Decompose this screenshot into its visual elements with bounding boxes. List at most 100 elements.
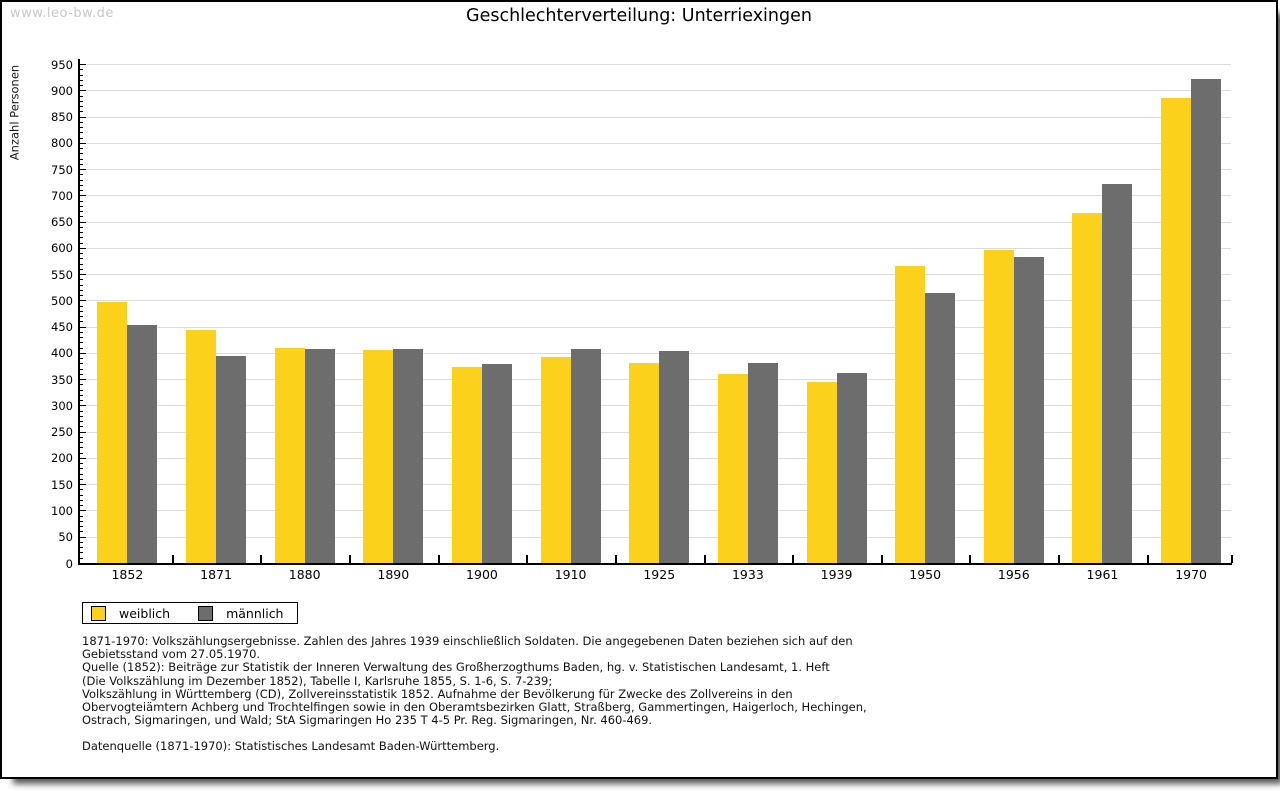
y-minor-tick bbox=[79, 358, 83, 360]
y-major-tick bbox=[79, 352, 86, 354]
y-minor-tick bbox=[79, 69, 83, 71]
y-major-tick bbox=[79, 90, 86, 92]
y-minor-tick bbox=[79, 85, 83, 86]
y-axis-line bbox=[78, 59, 80, 565]
bar-weiblich-1871 bbox=[186, 330, 217, 563]
bar-männlich-1925 bbox=[659, 350, 690, 563]
gridline bbox=[79, 247, 1231, 249]
y-tick-label: 200 bbox=[51, 451, 73, 466]
gridline bbox=[79, 90, 1231, 92]
y-minor-tick bbox=[79, 226, 83, 228]
x-tick bbox=[260, 555, 263, 563]
x-tick-label: 1939 bbox=[820, 567, 853, 582]
gridline bbox=[79, 300, 1231, 302]
y-major-tick bbox=[79, 169, 86, 171]
y-minor-tick bbox=[79, 321, 83, 323]
legend-swatch-weiblich bbox=[91, 605, 106, 621]
bar-weiblich-1939 bbox=[806, 382, 837, 563]
y-major-tick bbox=[79, 221, 86, 223]
y-minor-tick bbox=[79, 547, 83, 549]
y-minor-tick bbox=[79, 200, 83, 202]
y-minor-tick bbox=[79, 436, 83, 438]
x-tick-label: 1970 bbox=[1175, 567, 1207, 582]
y-minor-tick bbox=[79, 211, 83, 213]
y-minor-tick bbox=[79, 205, 83, 207]
y-major-tick bbox=[79, 484, 86, 486]
footnote-line: (Die Volkszählung im Dezember 1852), Tab… bbox=[82, 673, 553, 688]
y-minor-tick bbox=[79, 279, 83, 281]
y-minor-tick bbox=[79, 384, 83, 386]
y-minor-tick bbox=[79, 557, 83, 559]
footnote-line: 1871-1970: Volkszählungsergebnisse. Zahl… bbox=[82, 634, 853, 648]
y-minor-tick bbox=[79, 368, 83, 370]
y-minor-tick bbox=[79, 331, 83, 333]
y-minor-tick bbox=[79, 373, 83, 375]
y-minor-tick bbox=[79, 421, 83, 423]
y-major-tick bbox=[79, 536, 86, 538]
x-tick-label: 1933 bbox=[731, 567, 764, 582]
bar-männlich-1871 bbox=[216, 355, 247, 563]
bar-weiblich-1970 bbox=[1161, 97, 1192, 563]
y-tick-label: 600 bbox=[51, 241, 73, 256]
y-major-tick bbox=[79, 247, 86, 249]
bar-weiblich-1890 bbox=[363, 349, 394, 563]
y-tick-label: 550 bbox=[51, 267, 73, 282]
y-minor-tick bbox=[79, 426, 83, 428]
y-major-tick bbox=[79, 405, 86, 407]
y-minor-tick bbox=[79, 284, 83, 286]
x-tick bbox=[614, 555, 617, 563]
legend-label-maennlich: männlich bbox=[226, 605, 284, 621]
gridline bbox=[79, 274, 1231, 276]
y-tick-label: 500 bbox=[51, 293, 73, 308]
y-major-tick bbox=[79, 457, 86, 459]
footnote-line: Volkszählung in Württemberg (CD), Zollve… bbox=[82, 686, 793, 701]
y-major-tick bbox=[79, 195, 86, 197]
gridline bbox=[79, 64, 1231, 65]
y-minor-tick bbox=[79, 158, 83, 160]
x-tick bbox=[171, 555, 174, 563]
y-minor-tick bbox=[79, 137, 83, 139]
y-minor-tick bbox=[79, 394, 83, 396]
y-minor-tick bbox=[79, 258, 83, 260]
gridline bbox=[79, 116, 1231, 118]
y-major-tick bbox=[79, 326, 86, 328]
gridline bbox=[79, 142, 1231, 144]
y-minor-tick bbox=[79, 520, 83, 522]
bar-männlich-1910 bbox=[570, 348, 601, 563]
y-minor-tick bbox=[79, 295, 83, 297]
y-minor-tick bbox=[79, 111, 83, 113]
y-minor-tick bbox=[79, 400, 83, 402]
y-minor-tick bbox=[79, 263, 83, 265]
bar-weiblich-1925 bbox=[629, 363, 660, 563]
x-tick bbox=[1231, 555, 1233, 563]
y-minor-tick bbox=[79, 478, 83, 480]
bar-männlich-1939 bbox=[836, 373, 867, 563]
y-minor-tick bbox=[79, 494, 83, 496]
y-minor-tick bbox=[79, 74, 83, 76]
y-minor-tick bbox=[79, 515, 83, 517]
bar-weiblich-1956 bbox=[983, 250, 1014, 563]
y-tick-label: 250 bbox=[51, 425, 73, 440]
y-minor-tick bbox=[79, 232, 83, 234]
footnote-line: Ostrach, Sigmaringen, und Wald; StA Sigm… bbox=[82, 713, 653, 728]
y-minor-tick bbox=[79, 190, 83, 192]
x-tick-label: 1871 bbox=[200, 567, 232, 582]
y-minor-tick bbox=[79, 468, 83, 470]
bar-männlich-1852 bbox=[127, 325, 158, 563]
x-tick-label: 1900 bbox=[466, 567, 498, 582]
y-tick-label: 300 bbox=[51, 398, 73, 413]
y-minor-tick bbox=[79, 121, 83, 123]
bar-männlich-1956 bbox=[1013, 256, 1044, 563]
y-minor-tick bbox=[79, 552, 83, 554]
y-minor-tick bbox=[79, 410, 83, 412]
y-minor-tick bbox=[79, 499, 83, 501]
footnote-line: Gebietsstand vom 27.05.1970. bbox=[82, 647, 261, 662]
footnote-line: Obervogteiämtern Achberg und Trochtelfin… bbox=[82, 700, 867, 715]
x-tick-label: 1890 bbox=[377, 567, 410, 582]
y-minor-tick bbox=[79, 179, 83, 181]
y-minor-tick bbox=[79, 452, 83, 454]
y-minor-tick bbox=[79, 463, 83, 465]
y-minor-tick bbox=[79, 310, 83, 312]
y-minor-tick bbox=[79, 79, 83, 81]
x-tick bbox=[969, 555, 972, 563]
